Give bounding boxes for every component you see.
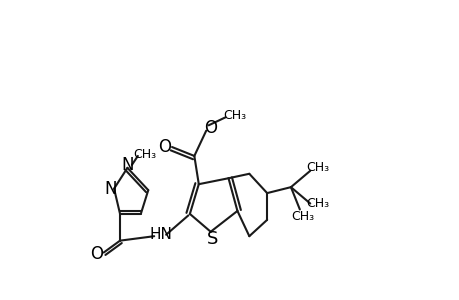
Text: CH₃: CH₃ (305, 197, 329, 210)
Text: O: O (204, 119, 217, 137)
Text: N: N (121, 156, 134, 174)
Text: N: N (105, 180, 117, 198)
Text: O: O (158, 138, 171, 156)
Text: CH₃: CH₃ (134, 148, 157, 161)
Text: CH₃: CH₃ (223, 109, 246, 122)
Text: S: S (206, 230, 218, 248)
Text: CH₃: CH₃ (305, 161, 329, 174)
Text: O: O (90, 245, 102, 263)
Text: HN: HN (149, 227, 172, 242)
Text: CH₃: CH₃ (291, 210, 313, 224)
